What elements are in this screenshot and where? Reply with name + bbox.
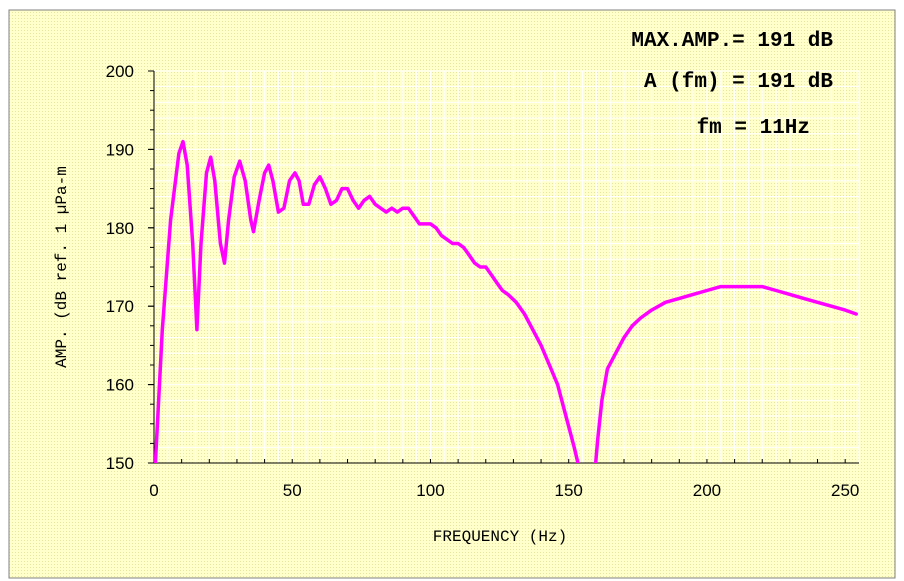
annotation-max-amp: MAX.AMP.= 191 dB	[631, 30, 833, 53]
y-axis-title: AMP. (dB ref. 1 µPa-m	[53, 166, 71, 368]
x-tick-label: 150	[555, 481, 583, 500]
x-tick-label: 0	[149, 481, 158, 500]
annotation-a-fm: A (fm) = 191 dB	[644, 71, 833, 94]
y-tick-label: 150	[106, 454, 134, 473]
x-tick-label: 50	[283, 481, 302, 500]
chart-background	[8, 9, 896, 579]
x-tick-label: 250	[831, 481, 859, 500]
y-tick-label: 180	[106, 219, 134, 238]
series-line	[154, 139, 858, 463]
tick-labels: 0 50 100 150 200 250 150 160 170 180 190 200	[106, 62, 860, 500]
y-tick-label: 170	[106, 297, 134, 316]
annotation-fm: fm = 11Hz	[697, 117, 810, 140]
x-tick-label: 200	[693, 481, 721, 500]
x-tick-label: 100	[416, 481, 444, 500]
y-tick-label: 160	[106, 376, 134, 395]
y-tick-label: 200	[106, 62, 134, 81]
x-axis-title: FREQUENCY (Hz)	[433, 528, 567, 546]
y-tick-label: 190	[106, 140, 134, 159]
grid	[154, 70, 860, 463]
